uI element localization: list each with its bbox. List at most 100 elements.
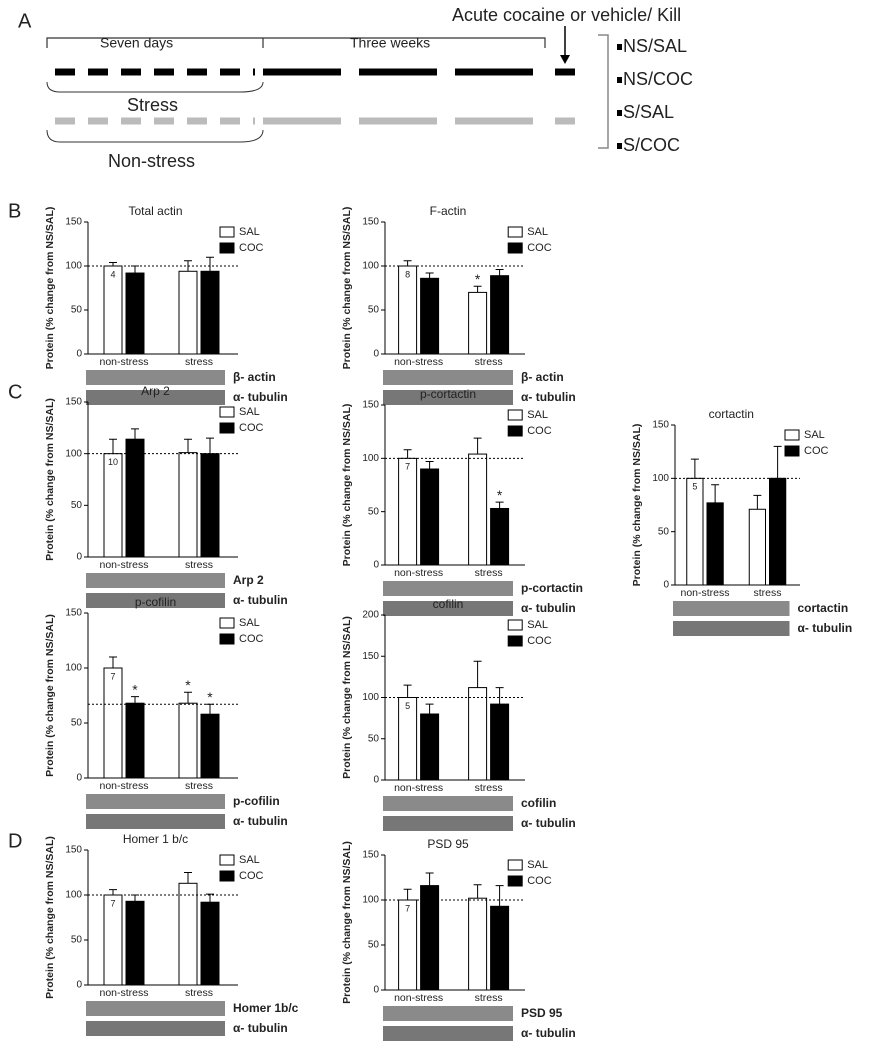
blot-label: α- tubulin: [233, 1021, 288, 1035]
bar: [398, 457, 418, 566]
y-tick-label: 100: [65, 663, 82, 674]
y-tick-label: 150: [362, 217, 379, 228]
blot-image: [673, 601, 790, 616]
blot-image: [383, 601, 513, 616]
panel-label: A: [18, 10, 32, 32]
y-tick-label: 100: [65, 890, 82, 901]
y-tick-label: 50: [368, 733, 380, 744]
y-tick-label: 150: [65, 397, 82, 408]
period-label: Seven days: [100, 35, 173, 51]
bar: [398, 899, 418, 991]
bar: [420, 885, 440, 991]
bar: [769, 477, 787, 586]
x-tick-label: stress: [185, 356, 213, 368]
bar: [490, 905, 510, 991]
bar: [490, 507, 510, 566]
y-axis-label: Protein (% change from NS/SAL): [341, 841, 353, 1004]
sample-size: 7: [110, 671, 115, 681]
bar: [125, 272, 145, 355]
blot-image: [383, 581, 513, 596]
sample-size: 10: [108, 457, 118, 467]
y-tick-label: 100: [652, 473, 669, 484]
bar: [200, 453, 220, 558]
blot-label: α- tubulin: [521, 1026, 576, 1040]
error-bar: [711, 484, 720, 503]
y-tick-label: 50: [71, 935, 83, 946]
legend-label: SAL: [239, 226, 260, 238]
x-tick-label: non-stress: [99, 987, 148, 999]
bar: [178, 702, 198, 779]
x-tick-label: stress: [185, 987, 213, 999]
significance-mark: *: [475, 271, 481, 287]
legend-swatch: [219, 242, 235, 254]
blot-label: β- actin: [521, 370, 564, 384]
y-tick-label: 0: [76, 773, 82, 784]
blot-label: cofilin: [521, 796, 556, 810]
period-label: Three weeks: [350, 35, 430, 51]
bar: [125, 438, 145, 558]
x-tick-label: non-stress: [394, 992, 443, 1004]
legend-swatch: [507, 875, 523, 887]
bar: [468, 687, 488, 781]
blot-image: [86, 390, 225, 405]
legend-label: SAL: [527, 226, 548, 238]
bar: [125, 702, 145, 779]
error-bar: [495, 269, 504, 276]
bar-chart: F-actin Protein (% change from NS/SAL) 0 50…: [341, 204, 576, 405]
x-tick-label: non-stress: [99, 356, 148, 368]
blot-label: α- tubulin: [521, 601, 576, 615]
bar: [125, 900, 145, 986]
legend-swatch: [219, 870, 235, 882]
x-tick-label: stress: [475, 356, 503, 368]
error-bar: [131, 894, 139, 902]
error-bar: [495, 687, 504, 705]
error-bar: [131, 428, 139, 440]
group-item: S/COC: [623, 135, 680, 155]
legend-label: SAL: [527, 409, 548, 421]
error-bar: [425, 461, 434, 469]
legend-label: COC: [527, 425, 552, 437]
sample-size: 7: [405, 903, 410, 913]
y-tick-label: 50: [368, 940, 380, 951]
blot-image: [383, 816, 513, 831]
significance-mark: *: [207, 689, 213, 705]
y-tick-label: 150: [65, 845, 82, 856]
y-tick-label: 100: [65, 448, 82, 459]
blot-image: [86, 1001, 225, 1016]
y-axis-label: Protein (% change from NS/SAL): [44, 614, 56, 777]
y-tick-label: 0: [76, 349, 82, 360]
blot-label: p-cofilin: [233, 794, 280, 808]
error-bar: [109, 438, 117, 454]
chart-title: F-actin: [430, 204, 467, 218]
error-bar: [184, 691, 192, 704]
sample-size: 5: [692, 482, 697, 492]
error-bar: [773, 445, 782, 479]
y-tick-label: 0: [76, 552, 82, 563]
y-tick-label: 150: [65, 608, 82, 619]
x-tick-label: non-stress: [394, 567, 443, 579]
group-item: NS/COC: [623, 69, 693, 89]
legend-swatch: [784, 445, 800, 457]
y-tick-label: 150: [652, 420, 669, 431]
error-bar: [473, 285, 482, 293]
legend-label: SAL: [804, 429, 825, 441]
chart-title: Arp 2: [141, 384, 170, 398]
blot-label: α- tubulin: [233, 814, 288, 828]
y-tick-label: 100: [362, 895, 379, 906]
bar-chart: cortactin Protein (% change from NS/SAL) 0…: [631, 407, 852, 636]
blot-label: α- tubulin: [233, 593, 288, 607]
group-label: Stress: [127, 95, 178, 115]
y-tick-label: 100: [362, 692, 379, 703]
blot-label: PSD 95: [521, 1006, 563, 1020]
sample-size: 7: [110, 898, 115, 908]
y-axis-label: Protein (% change from NS/SAL): [44, 207, 56, 370]
y-tick-label: 0: [373, 985, 379, 996]
error-bar: [131, 265, 139, 274]
legend-label: COC: [527, 875, 552, 887]
bar: [748, 508, 766, 586]
blot-image: [673, 621, 790, 636]
error-bar: [206, 703, 214, 715]
bar: [178, 452, 198, 558]
bar: [468, 453, 488, 566]
bar-chart: cofilin Protein (% change from NS/SAL) 0 50…: [341, 597, 576, 831]
